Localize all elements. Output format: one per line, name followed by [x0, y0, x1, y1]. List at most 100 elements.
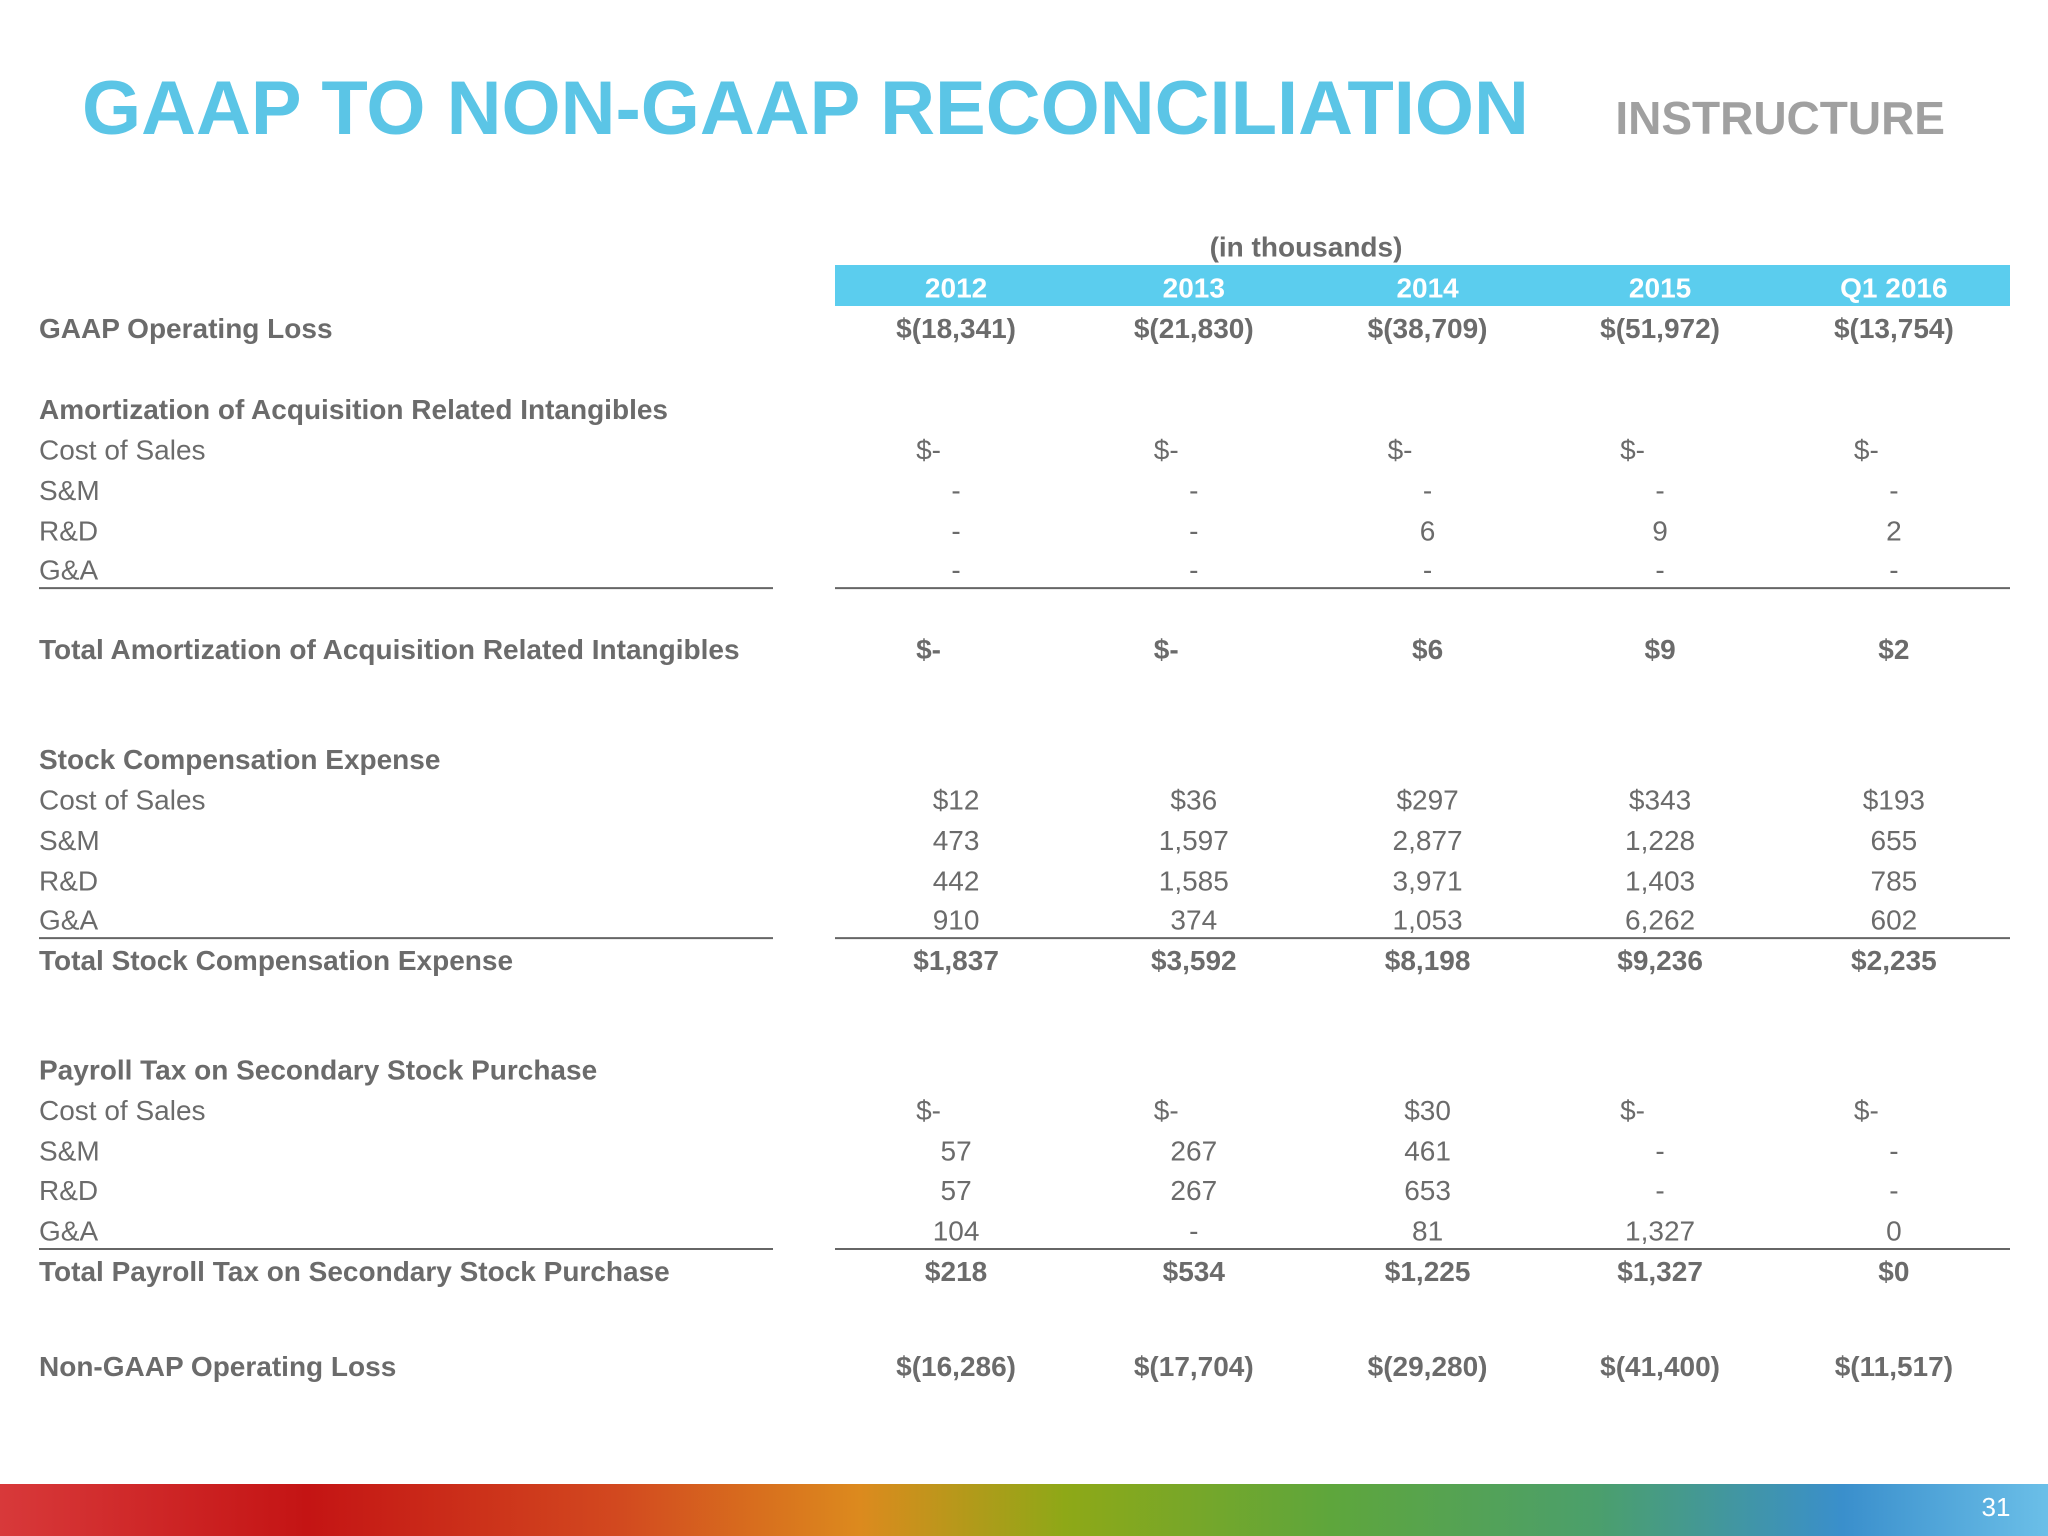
cell: $(51,972) [1600, 313, 1720, 344]
footer-stripe [0, 1484, 2048, 1536]
row-label: S&M [39, 475, 100, 506]
cell: $9,236 [1617, 945, 1703, 976]
cell: 104 [933, 1215, 980, 1246]
cell: $(29,280) [1368, 1351, 1488, 1382]
row-label: Amortization of Acquisition Related Inta… [39, 394, 668, 425]
cell: $- [1620, 434, 1645, 465]
page-number: 31 [1982, 1492, 2011, 1522]
cell: $8,198 [1385, 945, 1471, 976]
cell: $193 [1863, 784, 1925, 815]
cell: $6 [1412, 634, 1443, 665]
cell: $(41,400) [1600, 1351, 1720, 1382]
cell: - [1889, 475, 1898, 506]
cell: $12 [933, 784, 980, 815]
cell: 1,597 [1159, 825, 1229, 856]
cell: 602 [1871, 905, 1918, 936]
row-label: G&A [39, 905, 98, 936]
cell: - [1189, 1215, 1198, 1246]
header-band [835, 265, 2010, 306]
cell: $- [1854, 434, 1879, 465]
row-label: S&M [39, 825, 100, 856]
row-label: Cost of Sales [39, 1095, 206, 1126]
cell: $1,225 [1385, 1256, 1471, 1287]
cell: - [951, 515, 960, 546]
cell: 1,228 [1625, 825, 1695, 856]
cell: - [951, 554, 960, 585]
row-label: Payroll Tax on Secondary Stock Purchase [39, 1055, 597, 1086]
logo: INSTRUCTURE [1615, 92, 1945, 144]
unit-note: (in thousands) [1210, 231, 1403, 262]
row-label: Total Payroll Tax on Secondary Stock Pur… [39, 1256, 670, 1287]
cell: 442 [933, 865, 980, 896]
cell: 1,403 [1625, 865, 1695, 896]
cell: 57 [941, 1175, 972, 1206]
cell: $- [1154, 634, 1179, 665]
cell: 6 [1420, 515, 1436, 546]
cell: 2,877 [1393, 825, 1463, 856]
column-header: Q1 2016 [1840, 272, 1947, 303]
cell: 9 [1652, 515, 1668, 546]
row-label: G&A [39, 554, 98, 585]
cell: 653 [1404, 1175, 1451, 1206]
cell: - [1189, 515, 1198, 546]
cell: $1,837 [913, 945, 999, 976]
cell: - [1189, 554, 1198, 585]
row-label: R&D [39, 865, 98, 896]
cell: - [1655, 1175, 1664, 1206]
cell: $30 [1404, 1095, 1451, 1126]
column-header: 2012 [925, 272, 987, 303]
row-label: Cost of Sales [39, 784, 206, 815]
cell: 3,971 [1393, 865, 1463, 896]
cell: $(17,704) [1134, 1351, 1254, 1382]
cell: $(21,830) [1134, 313, 1254, 344]
cell: $- [1154, 434, 1179, 465]
column-header: 2014 [1396, 272, 1459, 303]
cell: $9 [1645, 634, 1676, 665]
cell: 1,327 [1625, 1215, 1695, 1246]
cell: - [1655, 475, 1664, 506]
column-header: 2013 [1163, 272, 1225, 303]
row-label: R&D [39, 1175, 98, 1206]
cell: $- [1854, 1095, 1879, 1126]
cell: $(38,709) [1368, 313, 1488, 344]
cell: $297 [1396, 784, 1458, 815]
cell: $(13,754) [1834, 313, 1954, 344]
cell: 267 [1170, 1136, 1217, 1167]
row-label: Cost of Sales [39, 434, 206, 465]
cell: $534 [1163, 1256, 1226, 1287]
cell: $(18,341) [896, 313, 1016, 344]
cell: 655 [1871, 825, 1918, 856]
cell: $3,592 [1151, 945, 1237, 976]
cell: $- [916, 634, 941, 665]
cell: 785 [1871, 865, 1918, 896]
cell: - [1655, 1136, 1664, 1167]
cell: $- [916, 434, 941, 465]
row-label: G&A [39, 1215, 98, 1246]
cell: - [1889, 1136, 1898, 1167]
cell: 461 [1404, 1136, 1451, 1167]
cell: 1,585 [1159, 865, 1229, 896]
cell: $(11,517) [1835, 1351, 1953, 1382]
cell: 81 [1412, 1215, 1443, 1246]
cell: 6,262 [1625, 905, 1695, 936]
cell: - [951, 475, 960, 506]
cell: $343 [1629, 784, 1691, 815]
cell: $- [916, 1095, 941, 1126]
row-label: Total Amortization of Acquisition Relate… [39, 634, 740, 665]
cell: $- [1154, 1095, 1179, 1126]
cell: 57 [941, 1136, 972, 1167]
cell: $- [1620, 1095, 1645, 1126]
cell: $2 [1878, 634, 1909, 665]
row-label: Total Stock Compensation Expense [39, 945, 513, 976]
cell: 910 [933, 905, 980, 936]
column-header: 2015 [1629, 272, 1691, 303]
cell: 473 [933, 825, 980, 856]
table: 2012 2013 2014 2015 Q1 2016 GAAP Operating Lo… [39, 272, 2010, 1382]
cell: $(16,286) [896, 1351, 1016, 1382]
cell: $36 [1170, 784, 1217, 815]
cell: - [1655, 554, 1664, 585]
cell: - [1423, 554, 1432, 585]
row-label: S&M [39, 1136, 100, 1167]
